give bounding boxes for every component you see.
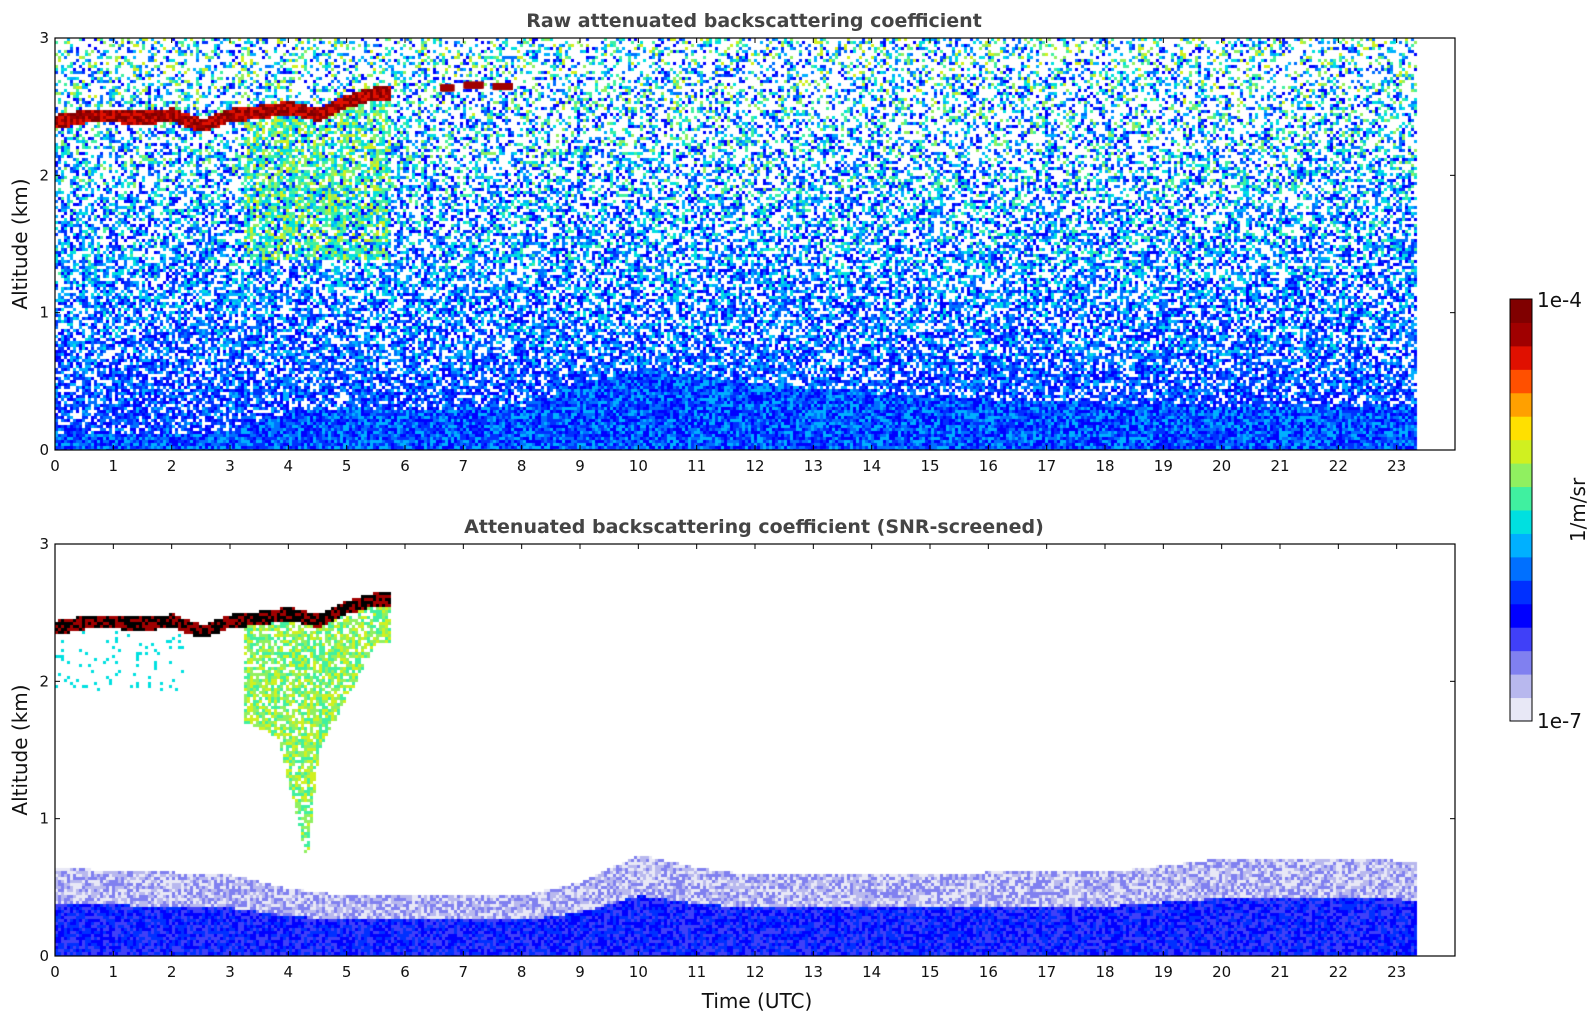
colorbar-band [1510, 369, 1532, 394]
x-tick-label: 19 [1154, 963, 1173, 981]
colorbar-min-label: 1e-7 [1537, 709, 1582, 733]
colorbar-band [1510, 650, 1532, 675]
x-tick-label: 15 [920, 963, 939, 981]
y-tick-label: 3 [39, 535, 49, 553]
x-tick-label: 13 [804, 963, 823, 981]
x-tick-label: 1 [109, 457, 119, 475]
colorbar-band [1510, 439, 1532, 464]
colorbar-band [1510, 697, 1532, 722]
colorbar-band [1510, 299, 1532, 323]
x-tick-label: 3 [225, 457, 235, 475]
x-tick-label: 20 [1212, 457, 1231, 475]
x-tick-label: 6 [400, 963, 410, 981]
x-tick-label: 22 [1329, 963, 1348, 981]
y-axis-label-screened: Altitude (km) [8, 684, 32, 815]
colorbar-band [1510, 627, 1532, 652]
plot-area-screened [55, 544, 1455, 956]
x-tick-label: 4 [284, 963, 294, 981]
x-tick-label: 7 [459, 457, 469, 475]
panel-title-screened: Attenuated backscattering coefficient (S… [464, 516, 1044, 538]
x-tick-label: 2 [167, 963, 177, 981]
x-tick-label: 19 [1154, 457, 1173, 475]
plot-area-raw [55, 38, 1455, 450]
colorbar-band [1510, 556, 1532, 581]
colorbar-unit-label: 1/m/sr [1566, 477, 1590, 542]
x-tick-label: 21 [1270, 457, 1289, 475]
x-tick-label: 11 [687, 457, 706, 475]
x-tick-label: 0 [50, 963, 60, 981]
x-tick-label: 7 [459, 963, 469, 981]
heatmap-image [55, 38, 1455, 450]
x-tick-label: 8 [517, 457, 527, 475]
x-tick-label: 23 [1387, 963, 1406, 981]
x-tick-label: 17 [1037, 457, 1056, 475]
x-tick-label: 18 [1095, 963, 1114, 981]
x-ticks-screened: 0 1 2 3 4 5 6 7 8 9 10 11 12 13 14 15 16 17 18 19 20 21 22 23 [50, 544, 1406, 981]
colorbar-band [1510, 463, 1532, 488]
x-tick-label: 0 [50, 457, 60, 475]
x-tick-label: 18 [1095, 457, 1114, 475]
x-tick-label: 12 [745, 963, 764, 981]
y-tick-label: 2 [39, 166, 49, 184]
x-tick-label: 20 [1212, 963, 1231, 981]
colorbar-band [1510, 580, 1532, 605]
x-tick-label: 22 [1329, 457, 1348, 475]
y-ticks-screened: 0 1 2 3 [39, 535, 1455, 965]
x-tick-label: 11 [687, 963, 706, 981]
x-ticks-raw: 0 1 2 3 4 5 6 7 8 9 10 11 12 13 14 15 16 17 18 19 20 21 22 23 [50, 38, 1406, 475]
x-tick-label: 16 [979, 457, 998, 475]
colorbar-max-label: 1e-4 [1537, 288, 1582, 312]
y-tick-label: 1 [39, 810, 49, 828]
y-tick-label: 0 [39, 947, 49, 965]
x-tick-label: 23 [1387, 457, 1406, 475]
colorbar-band [1510, 674, 1532, 699]
x-tick-label: 9 [575, 963, 585, 981]
y-axis-label-raw: Altitude (km) [8, 178, 32, 309]
colorbar-band [1510, 345, 1532, 370]
colorbar-band [1510, 486, 1532, 511]
y-ticks-raw: 0 1 2 3 [39, 29, 1455, 459]
x-tick-label: 6 [400, 457, 410, 475]
x-tick-label: 2 [167, 457, 177, 475]
y-tick-label: 0 [39, 441, 49, 459]
panel-screened: Attenuated backscattering coefficient (S… [8, 516, 1456, 1013]
y-tick-label: 1 [39, 304, 49, 322]
colorbar-band [1510, 416, 1532, 441]
colorbar-band [1510, 533, 1532, 558]
panel-raw: Raw attenuated backscattering coefficien… [8, 10, 1456, 475]
colorbar-band [1510, 603, 1532, 628]
x-tick-label: 17 [1037, 963, 1056, 981]
panel-title-raw: Raw attenuated backscattering coefficien… [526, 10, 982, 32]
x-axis-label: Time (UTC) [701, 989, 813, 1013]
colorbar-band [1510, 392, 1532, 417]
x-tick-label: 3 [225, 963, 235, 981]
heatmap-image [55, 544, 1455, 956]
colorbar-bands [1510, 299, 1532, 722]
x-tick-label: 14 [862, 963, 881, 981]
x-tick-label: 13 [804, 457, 823, 475]
colorbar-frame [1509, 298, 1533, 722]
colorbar-band [1510, 322, 1532, 347]
x-tick-label: 8 [517, 963, 527, 981]
x-tick-label: 10 [629, 963, 648, 981]
colorbar: 1e-4 1e-7 1/m/sr [1509, 288, 1590, 733]
x-tick-label: 5 [342, 457, 352, 475]
colorbar-band [1510, 510, 1532, 534]
x-tick-label: 9 [575, 457, 585, 475]
x-tick-label: 14 [862, 457, 881, 475]
x-tick-label: 1 [109, 963, 119, 981]
x-tick-label: 21 [1270, 963, 1289, 981]
y-tick-label: 3 [39, 29, 49, 47]
y-tick-label: 2 [39, 672, 49, 690]
x-tick-label: 16 [979, 963, 998, 981]
x-tick-label: 10 [629, 457, 648, 475]
x-tick-label: 15 [920, 457, 939, 475]
x-tick-label: 5 [342, 963, 352, 981]
x-tick-label: 4 [284, 457, 294, 475]
x-tick-label: 12 [745, 457, 764, 475]
